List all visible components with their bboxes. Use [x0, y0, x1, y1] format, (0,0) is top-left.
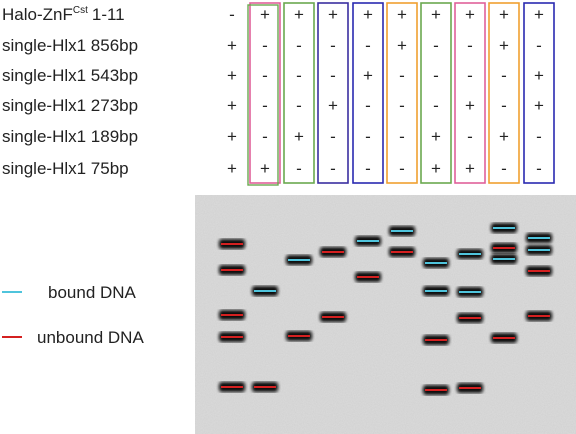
- sign: -: [501, 159, 507, 178]
- sign: +: [227, 127, 237, 146]
- sign: +: [260, 5, 270, 24]
- sign: -: [365, 127, 371, 146]
- sign: -: [365, 96, 371, 115]
- sign: -: [330, 66, 336, 85]
- sign: -: [262, 127, 268, 146]
- sign: -: [296, 66, 302, 85]
- lane-box: [454, 2, 486, 184]
- lane-box: [488, 2, 520, 184]
- lane-box: [386, 2, 418, 184]
- sign: -: [399, 127, 405, 146]
- sign: +: [465, 96, 475, 115]
- sign: -: [262, 96, 268, 115]
- sign: -: [536, 127, 542, 146]
- sign: -: [365, 159, 371, 178]
- lane-box: [317, 2, 349, 184]
- sign: +: [227, 36, 237, 55]
- sign: +: [363, 5, 373, 24]
- sign: -: [501, 96, 507, 115]
- sign: +: [294, 127, 304, 146]
- sign: -: [399, 159, 405, 178]
- sign: -: [501, 66, 507, 85]
- sign: -: [467, 36, 473, 55]
- lane-box: [420, 2, 452, 184]
- sign: -: [399, 96, 405, 115]
- sign: +: [431, 127, 441, 146]
- sign: -: [399, 66, 405, 85]
- row-label: single-Hlx1 75bp: [2, 159, 129, 178]
- sign: +: [534, 96, 544, 115]
- sign: +: [397, 36, 407, 55]
- sign: -: [433, 96, 439, 115]
- row-label: single-Hlx1 189bp: [2, 127, 138, 146]
- sign: +: [397, 5, 407, 24]
- construct-label: Halo-ZnFCst 1-11: [2, 5, 125, 24]
- sign: -: [536, 36, 542, 55]
- sign: +: [363, 66, 373, 85]
- sign: +: [227, 96, 237, 115]
- sign: +: [294, 5, 304, 24]
- sign: +: [431, 159, 441, 178]
- sign: -: [330, 36, 336, 55]
- sign: +: [260, 159, 270, 178]
- sign: +: [499, 5, 509, 24]
- gel-grain: [195, 195, 576, 434]
- lane-boxes: [247, 2, 555, 186]
- sign: -: [330, 159, 336, 178]
- sign: +: [499, 36, 509, 55]
- sign: -: [262, 66, 268, 85]
- sign: +: [534, 66, 544, 85]
- gel-bands: [219, 223, 552, 395]
- sign: -: [467, 66, 473, 85]
- lane-box: [247, 4, 279, 186]
- sign-grid: - + + + + + + + + + single-Hlx1 856bp + - - - - + - - + - sin…: [2, 5, 544, 178]
- lane-box: [283, 2, 315, 184]
- row-label: single-Hlx1 273bp: [2, 96, 138, 115]
- sign: +: [465, 159, 475, 178]
- legend-bound: bound DNA: [48, 283, 137, 302]
- sign: -: [262, 36, 268, 55]
- sign: +: [227, 159, 237, 178]
- row-label: single-Hlx1 543bp: [2, 66, 138, 85]
- sign: +: [431, 5, 441, 24]
- sign: +: [534, 5, 544, 24]
- lane-box: [523, 2, 555, 184]
- sign: -: [536, 159, 542, 178]
- sign: -: [330, 127, 336, 146]
- lane-box: [352, 2, 384, 184]
- sign: +: [328, 5, 338, 24]
- sign: -: [467, 127, 473, 146]
- sign: -: [433, 66, 439, 85]
- sign: -: [296, 36, 302, 55]
- sign: -: [229, 5, 235, 24]
- sign: -: [296, 159, 302, 178]
- sign: +: [465, 5, 475, 24]
- row-label: single-Hlx1 856bp: [2, 36, 138, 55]
- sign: -: [296, 96, 302, 115]
- sign: +: [499, 127, 509, 146]
- legend-unbound: unbound DNA: [37, 328, 144, 347]
- lane-box: [249, 2, 281, 184]
- sign: +: [328, 96, 338, 115]
- sign: +: [227, 66, 237, 85]
- sign: -: [365, 36, 371, 55]
- sign: -: [433, 36, 439, 55]
